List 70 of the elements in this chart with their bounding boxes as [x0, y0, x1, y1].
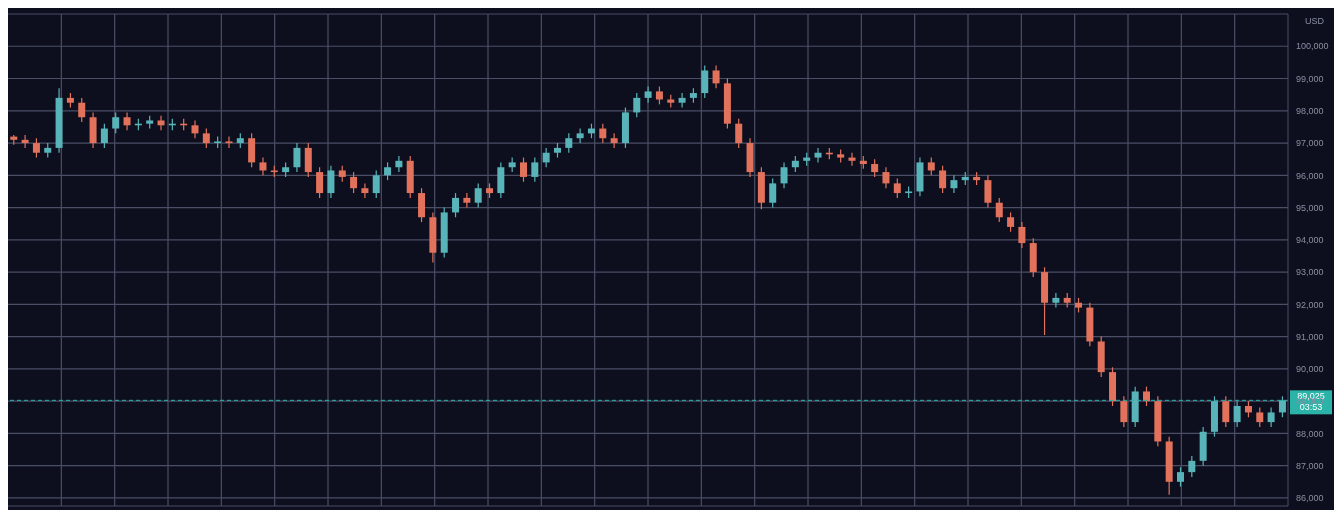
candlestick [32, 137, 40, 159]
candlestick [474, 182, 482, 209]
y-tick-label: 99,000 [1296, 73, 1324, 84]
candlestick [701, 65, 709, 99]
candlestick [531, 156, 539, 183]
candlestick [350, 171, 358, 194]
candlestick [1052, 292, 1060, 309]
candlestick [452, 192, 460, 218]
candlestick [1267, 407, 1275, 428]
candlestick [610, 132, 618, 149]
candlestick [712, 65, 720, 89]
y-tick-label: 94,000 [1296, 235, 1324, 246]
candlestick [678, 92, 686, 109]
candlestick [1120, 395, 1128, 428]
candlestick [893, 177, 901, 199]
candlestick [565, 132, 573, 154]
y-tick-label: 86,000 [1296, 493, 1324, 504]
y-tick-label: 96,000 [1296, 170, 1324, 181]
candlestick [984, 174, 992, 209]
candlestick [780, 161, 788, 189]
candlestick [1233, 400, 1241, 428]
candlestick [123, 111, 131, 131]
candlestick [576, 127, 584, 144]
candlestick [599, 123, 607, 144]
candlestick [1176, 466, 1184, 488]
candlestick [463, 192, 471, 209]
candlestick [202, 127, 210, 149]
candlestick [1143, 386, 1151, 407]
candlestick [950, 174, 958, 194]
candlestick [1256, 407, 1264, 428]
candlestick [1222, 395, 1230, 428]
candlestick [1007, 211, 1015, 233]
candlestick [769, 177, 777, 209]
candlestick [191, 119, 199, 139]
candlestick [644, 85, 652, 104]
candlestick [1278, 395, 1286, 418]
candlestick [735, 118, 743, 149]
candlestick [316, 166, 324, 199]
candlestick [361, 182, 369, 199]
y-tick-label: 91,000 [1296, 331, 1324, 342]
y-tick-label: 93,000 [1296, 267, 1324, 278]
candlestick [1018, 221, 1026, 249]
candlestick [1188, 455, 1196, 478]
candlestick [395, 155, 403, 173]
candlestick [225, 136, 233, 149]
candlestick [848, 152, 856, 167]
candlestick [21, 134, 29, 149]
y-tick-label: 97,000 [1296, 138, 1324, 149]
candlestick [100, 123, 108, 149]
candlestick [327, 165, 335, 199]
candlestick [814, 147, 822, 164]
y-tick-label: 88,000 [1296, 428, 1324, 439]
candlestick [542, 147, 550, 168]
y-tick-label: 95,000 [1296, 202, 1324, 213]
candlestick [520, 156, 527, 183]
candlestick [882, 166, 890, 189]
y-tick-label: 87,000 [1296, 460, 1324, 471]
candlestick [157, 115, 165, 131]
candlestick [112, 111, 120, 134]
y-tick-label: 92,000 [1296, 299, 1324, 310]
candlestick [293, 142, 301, 173]
candlestick [995, 197, 1003, 223]
candlestick [372, 169, 380, 199]
y-tick-label: 98,000 [1296, 105, 1324, 116]
candlestick [939, 165, 947, 194]
y-tick-label: 90,000 [1296, 364, 1324, 375]
candlestick [633, 92, 641, 118]
y-axis-title: USD [1304, 16, 1324, 26]
candlestick [78, 97, 86, 123]
y-tick-label: 100,000 [1296, 41, 1329, 52]
